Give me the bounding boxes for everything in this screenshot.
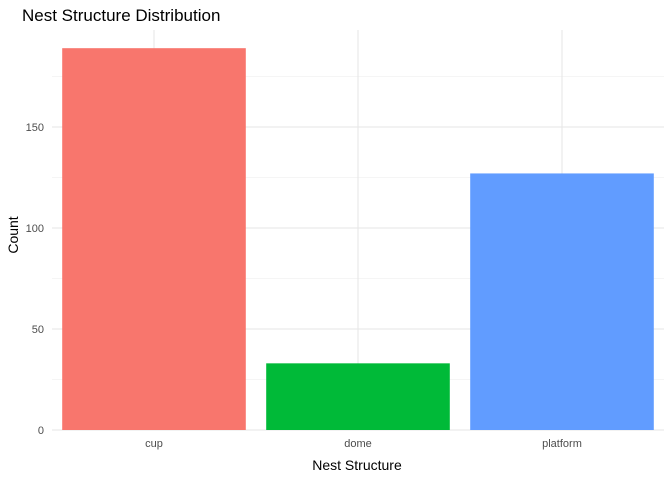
x-tick-label: dome (344, 438, 372, 450)
y-tick-label: 50 (32, 324, 44, 336)
bars (62, 48, 654, 431)
x-tick-label: cup (145, 438, 163, 450)
y-tick-label: 150 (26, 122, 44, 134)
y-tick-label: 100 (26, 223, 44, 235)
x-tick-label: platform (542, 438, 582, 450)
bar-platform (470, 173, 654, 431)
x-axis-ticks: cup dome platform (145, 438, 582, 450)
x-axis-title: Nest Structure (312, 457, 402, 473)
y-axis-title: Count (5, 216, 21, 253)
y-tick-label: 0 (38, 425, 44, 437)
bar-dome (266, 363, 450, 430)
bar-cup (62, 48, 246, 430)
y-axis-ticks: 0 50 100 150 (26, 122, 44, 437)
chart-title: Nest Structure Distribution (22, 6, 220, 25)
